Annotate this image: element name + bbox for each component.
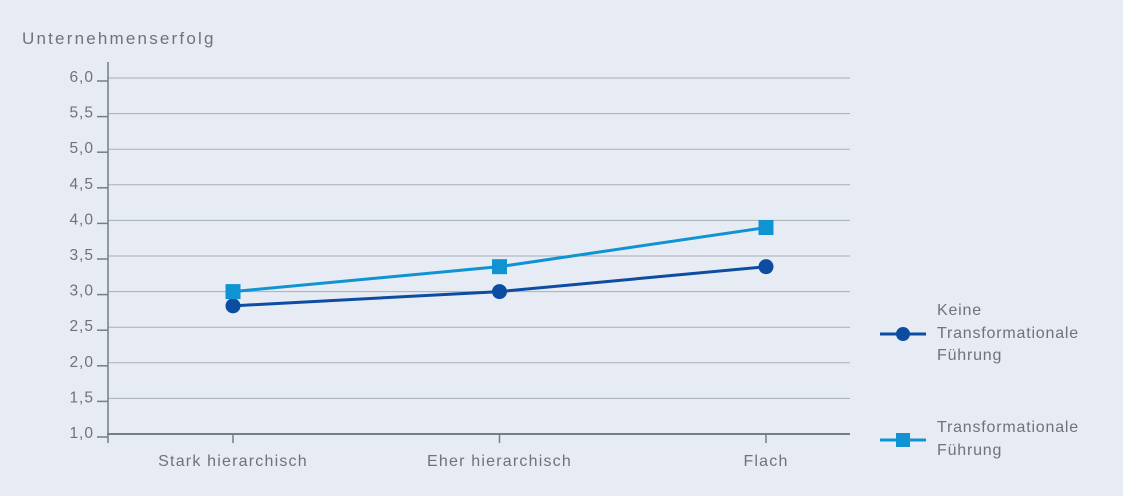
data-point [758, 220, 774, 236]
legend-item-transformationale-fuehrung: Transformationale Führung [880, 417, 1079, 462]
y-tick-label: 3,0 [69, 283, 94, 300]
y-tick-label: 1,0 [69, 425, 94, 442]
data-point [758, 259, 774, 275]
legend-label-line: Transformationale [937, 324, 1079, 342]
y-axis-ticks [97, 80, 108, 438]
series-1 [225, 220, 774, 300]
circle-marker-icon [880, 326, 926, 341]
legend-label: Transformationale Führung [937, 417, 1079, 462]
data-point [225, 284, 241, 300]
legend-label-line: Keine [937, 302, 982, 319]
square-marker-icon [880, 432, 926, 447]
y-axis-labels: 6,0 5,5 5,0 4,5 4,0 3,5 3,0 2,5 2,0 1,5 1,0 [69, 69, 94, 442]
series-0 [225, 259, 774, 314]
y-tick-label: 1,5 [69, 389, 94, 406]
y-tick-label: 5,0 [69, 140, 94, 157]
gridlines [108, 77, 850, 399]
x-axis-category-label: Eher hierarchisch [427, 453, 572, 470]
legend-item-keine-transformationale-fuehrung: Keine Transformationale Führung [880, 300, 1079, 368]
y-tick-label: 2,5 [69, 318, 94, 335]
x-axis-category-label: Stark hierarchisch [158, 453, 308, 470]
legend-label-line: Führung [937, 347, 1003, 364]
y-tick-label: 5,5 [69, 105, 94, 122]
data-point [225, 298, 241, 314]
y-tick-label: 4,5 [69, 176, 94, 193]
y-tick-label: 6,0 [69, 69, 94, 86]
y-tick-label: 3,5 [69, 247, 94, 264]
data-point [492, 284, 507, 300]
y-tick-label: 4,0 [69, 211, 94, 228]
legend-label: Keine Transformationale Führung [937, 300, 1079, 368]
y-tick-label: 2,0 [69, 354, 94, 371]
legend-label-line: Führung [937, 441, 1003, 459]
legend-label-line: Transformationale [937, 419, 1079, 436]
data-point [492, 259, 507, 275]
chart-title: Unternehmenserfolg [22, 29, 216, 48]
x-axis-category-label: Flach [743, 453, 788, 470]
